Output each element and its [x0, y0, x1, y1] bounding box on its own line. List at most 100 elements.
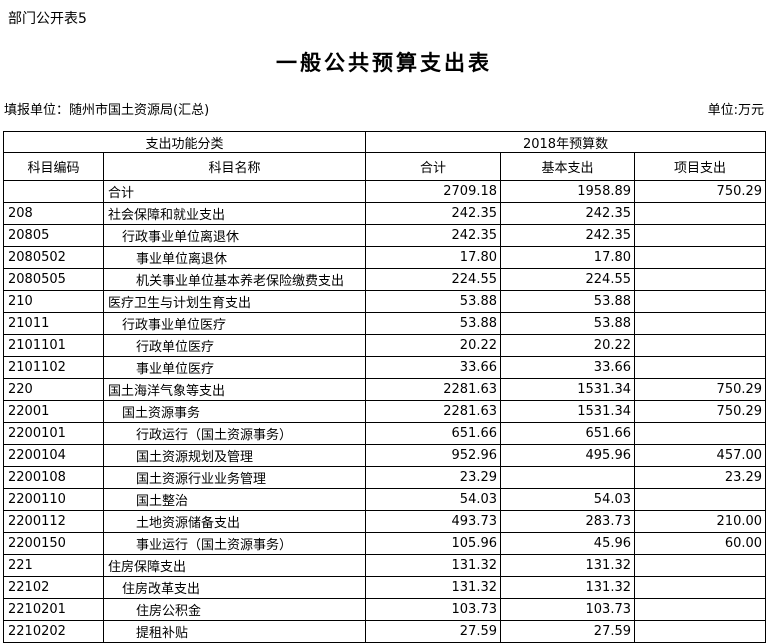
cell-name: 机关事业单位基本养老保险缴费支出	[102, 268, 367, 291]
cell-name: 国土资源事务	[102, 400, 367, 423]
cell-code: 21011	[3, 312, 104, 335]
cell-basic: 242.35	[500, 224, 636, 247]
cell-code: 2080505	[3, 268, 104, 291]
cell-basic: 242.35	[500, 202, 636, 225]
cell-code: 208	[3, 202, 104, 225]
table-row: 22102 住房改革支出 131.32 131.32	[3, 576, 767, 599]
unit-label: 单位:万元	[707, 103, 764, 118]
cell-code: 221	[3, 554, 104, 577]
cell-name: 行政事业单位医疗	[102, 312, 367, 335]
table-row: 2200108 国土资源行业业务管理 23.29 23.29	[3, 466, 767, 489]
cell-project: 750.29	[634, 180, 767, 203]
col-header-basic: 基本支出	[500, 152, 636, 181]
cell-total: 952.96	[365, 444, 502, 467]
cell-code: 2210201	[3, 598, 104, 621]
table-row: 2200110 国土整治 54.03 54.03	[3, 488, 767, 511]
table-row: 2200112 土地资源储备支出 493.73 283.73 210.00	[3, 510, 767, 533]
cell-code: 2200101	[3, 422, 104, 445]
cell-name: 提租补贴	[102, 620, 367, 643]
cell-name: 国土资源行业业务管理	[102, 466, 367, 489]
cell-project	[634, 422, 767, 445]
cell-project: 23.29	[634, 466, 767, 489]
cell-basic: 17.80	[500, 246, 636, 269]
cell-code: 2200110	[3, 488, 104, 511]
cell-project	[634, 224, 767, 247]
col-header-total: 合计	[365, 152, 502, 181]
cell-name: 国土资源规划及管理	[102, 444, 367, 467]
cell-total: 20.22	[365, 334, 502, 357]
cell-basic: 495.96	[500, 444, 636, 467]
budget-table: 支出功能分类 2018年预算数 科目编码 科目名称 合计 基本支出 项目支出 合…	[2, 131, 767, 643]
cell-name: 医疗卫生与计划生育支出	[102, 290, 367, 313]
cell-basic: 283.73	[500, 510, 636, 533]
cell-total: 131.32	[365, 576, 502, 599]
table-row: 22001 国土资源事务 2281.63 1531.34 750.29	[3, 400, 767, 423]
header-group-row: 支出功能分类 2018年预算数	[2, 131, 767, 153]
header-group-budget-2018: 2018年预算数	[365, 131, 767, 153]
cell-total: 53.88	[365, 290, 502, 313]
table-row: 208 社会保障和就业支出 242.35 242.35	[3, 202, 767, 225]
table-row: 2200104 国土资源规划及管理 952.96 495.96 457.00	[3, 444, 767, 467]
cell-code: 2080502	[3, 246, 104, 269]
cell-basic: 131.32	[500, 576, 636, 599]
table-header: 支出功能分类 2018年预算数 科目编码 科目名称 合计 基本支出 项目支出	[2, 131, 767, 181]
cell-total: 33.66	[365, 356, 502, 379]
cell-code: 2200104	[3, 444, 104, 467]
cell-basic: 103.73	[500, 598, 636, 621]
cell-project: 457.00	[634, 444, 767, 467]
cell-project	[634, 356, 767, 379]
cell-name: 社会保障和就业支出	[102, 202, 367, 225]
cell-basic: 54.03	[500, 488, 636, 511]
cell-basic: 651.66	[500, 422, 636, 445]
cell-project	[634, 202, 767, 225]
cell-total: 493.73	[365, 510, 502, 533]
cell-basic: 45.96	[500, 532, 636, 555]
cell-name: 国土整治	[102, 488, 367, 511]
cell-basic: 1531.34	[500, 400, 636, 423]
table-row: 210 医疗卫生与计划生育支出 53.88 53.88	[3, 290, 767, 313]
cell-name: 住房公积金	[102, 598, 367, 621]
cell-basic: 1531.34	[500, 378, 636, 401]
cell-code: 2210202	[3, 620, 104, 643]
col-header-project: 项目支出	[634, 152, 767, 181]
cell-project	[634, 268, 767, 291]
cell-basic: 33.66	[500, 356, 636, 379]
cell-code: 2200108	[3, 466, 104, 489]
cell-code: 210	[3, 290, 104, 313]
cell-project	[634, 620, 767, 643]
table-row: 合计 2709.18 1958.89 750.29	[3, 180, 767, 203]
cell-code: 22001	[3, 400, 104, 423]
cell-code: 2101101	[3, 334, 104, 357]
cell-project: 60.00	[634, 532, 767, 555]
page-title: 一般公共预算支出表	[276, 51, 492, 75]
meta-row: 填报单位：随州市国土资源局(汇总) 单位:万元	[4, 99, 764, 118]
cell-project: 750.29	[634, 400, 767, 423]
cell-basic: 20.22	[500, 334, 636, 357]
cell-name: 事业单位医疗	[102, 356, 367, 379]
cell-total: 2281.63	[365, 400, 502, 423]
cell-total: 103.73	[365, 598, 502, 621]
cell-code: 2101102	[3, 356, 104, 379]
cell-name: 行政单位医疗	[102, 334, 367, 357]
cell-name: 行政事业单位离退休	[102, 224, 367, 247]
header-group-function: 支出功能分类	[2, 131, 367, 153]
cell-code: 20805	[3, 224, 104, 247]
table-row: 2080502 事业单位离退休 17.80 17.80	[3, 246, 767, 269]
table-row: 2210201 住房公积金 103.73 103.73	[3, 598, 767, 621]
table-row: 2101101 行政单位医疗 20.22 20.22	[3, 334, 767, 357]
cell-name: 住房改革支出	[102, 576, 367, 599]
cell-basic: 53.88	[500, 290, 636, 313]
cell-project: 750.29	[634, 378, 767, 401]
cell-total: 2281.63	[365, 378, 502, 401]
cell-total: 27.59	[365, 620, 502, 643]
cell-code: 2200112	[3, 510, 104, 533]
cell-code: 2200150	[3, 532, 104, 555]
cell-project	[634, 554, 767, 577]
table-row: 2080505 机关事业单位基本养老保险缴费支出 224.55 224.55	[3, 268, 767, 291]
table-body: 合计 2709.18 1958.89 750.29 208 社会保障和就业支出 242.35…	[3, 180, 767, 643]
cell-total: 131.32	[365, 554, 502, 577]
cell-project	[634, 598, 767, 621]
table-row: 20805 行政事业单位离退休 242.35 242.35	[3, 224, 767, 247]
table-row: 21011 行政事业单位医疗 53.88 53.88	[3, 312, 767, 335]
